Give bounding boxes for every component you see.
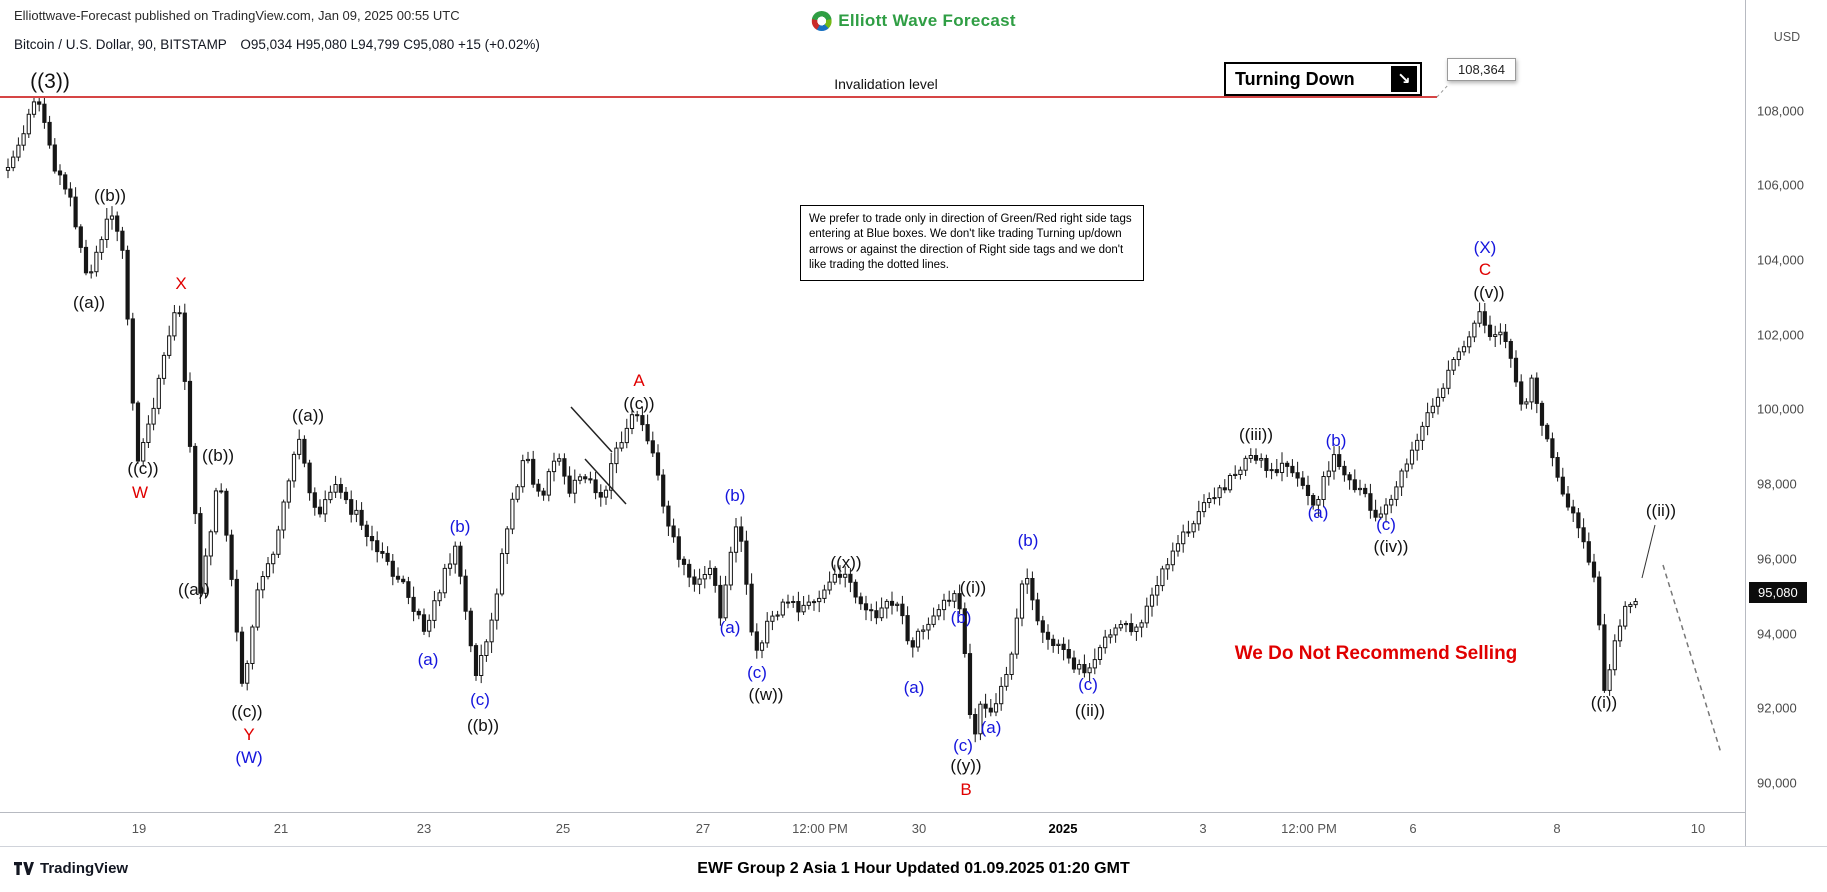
time-tick: 10 bbox=[1690, 821, 1706, 836]
tradingview-logo-icon bbox=[14, 862, 34, 875]
time-tick: 30 bbox=[911, 821, 927, 836]
price-tick: 90,000 bbox=[1757, 775, 1797, 791]
time-axis[interactable]: 19 21 23 25 27 12:00 PM 30 2025 3 12:00 PM 6 8 10 bbox=[0, 812, 1745, 847]
time-tick: 6 bbox=[1409, 821, 1417, 836]
ewf-logo-icon bbox=[811, 11, 832, 31]
price-tick: 98,000 bbox=[1757, 476, 1797, 492]
current-price-badge: 95,080 bbox=[1749, 582, 1807, 604]
symbol-title[interactable]: Bitcoin / U.S. Dollar, 90, BITSTAMP bbox=[14, 37, 227, 52]
currency-label: USD bbox=[1773, 30, 1801, 44]
brand-name: Elliott Wave Forecast bbox=[838, 11, 1016, 30]
time-tick: 12:00 PM bbox=[1281, 821, 1337, 836]
price-tick: 104,000 bbox=[1757, 252, 1804, 268]
time-tick: 12:00 PM bbox=[792, 821, 848, 836]
chart-caption: EWF Group 2 Asia 1 Hour Updated 01.09.20… bbox=[697, 860, 1130, 877]
candlestick-series bbox=[5, 97, 1638, 743]
time-tick: 21 bbox=[273, 821, 289, 836]
time-tick: 19 bbox=[131, 821, 147, 836]
price-tick: 92,000 bbox=[1757, 700, 1797, 716]
attribution-text: Elliottwave-Forecast published on Tradin… bbox=[14, 8, 460, 23]
tradingview-logo[interactable]: TradingView bbox=[14, 860, 128, 877]
invalidation-level-label: Invalidation level bbox=[834, 76, 938, 92]
price-axis[interactable]: USD 108,000 106,000 104,000 102,000 100,000 9… bbox=[1745, 0, 1827, 846]
time-tick: 2025 bbox=[1048, 821, 1078, 836]
time-tick: 25 bbox=[555, 821, 571, 836]
symbol-ohlc-bar: Bitcoin / U.S. Dollar, 90, BITSTAMP O95,… bbox=[14, 37, 540, 52]
turning-down-label: Turning Down bbox=[1235, 68, 1355, 89]
time-tick: 8 bbox=[1553, 821, 1561, 836]
chart-drawings-layer bbox=[0, 83, 1722, 754]
price-tick: 96,000 bbox=[1757, 551, 1797, 567]
tradingview-logo-text: TradingView bbox=[40, 860, 129, 877]
arrow-down-right-icon: ↘ bbox=[1391, 66, 1417, 92]
chart-canvas[interactable] bbox=[0, 0, 1745, 812]
price-tick: 108,000 bbox=[1757, 103, 1804, 119]
brand-logo: Elliott Wave Forecast bbox=[811, 11, 1016, 31]
footer-bar: TradingView EWF Group 2 Asia 1 Hour Upda… bbox=[0, 846, 1827, 892]
time-tick: 27 bbox=[695, 821, 711, 836]
recommendation-text: We Do Not Recommend Selling bbox=[1234, 643, 1518, 664]
ohlc-values: O95,034 H95,080 L94,799 C95,080 +15 (+0.… bbox=[240, 37, 540, 52]
time-tick: 3 bbox=[1199, 821, 1207, 836]
trading-note-box: We prefer to trade only in direction of … bbox=[800, 205, 1144, 281]
price-tick: 94,000 bbox=[1757, 626, 1797, 641]
turning-down-box: Turning Down ↘ bbox=[1224, 62, 1422, 96]
price-tick: 100,000 bbox=[1757, 401, 1804, 417]
price-tick: 102,000 bbox=[1757, 327, 1804, 343]
invalidation-price-label: 108,364 bbox=[1447, 58, 1516, 81]
time-tick: 23 bbox=[416, 821, 432, 836]
price-tick: 106,000 bbox=[1757, 177, 1804, 193]
